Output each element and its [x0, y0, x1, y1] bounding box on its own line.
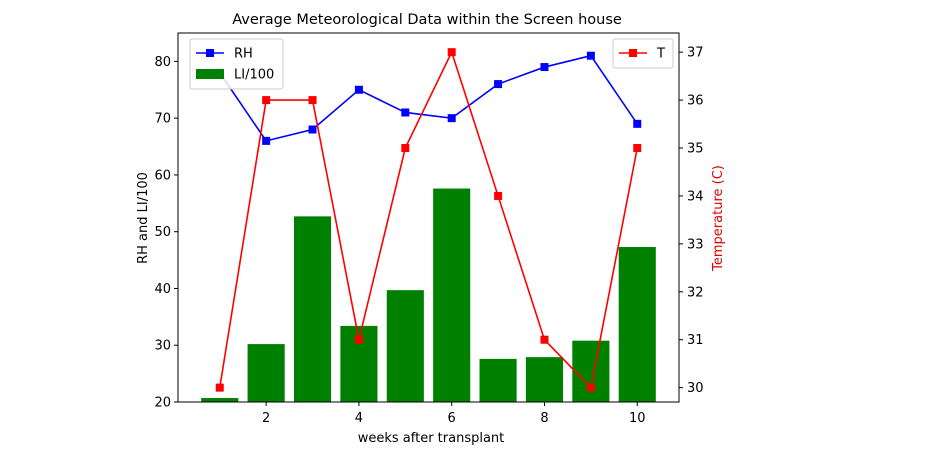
point-t-week-7 — [494, 191, 503, 200]
right-y-tick-label: 35 — [687, 142, 704, 157]
series-line-t — [218, 50, 639, 390]
x-tick-label: 8 — [540, 411, 548, 426]
legend-left-label-rh: RH — [234, 47, 253, 62]
left-y-tick-label: 30 — [154, 339, 171, 354]
bar-li100-week-10 — [618, 247, 656, 402]
right-y-tick-label: 30 — [687, 381, 704, 396]
right-y-tick-label: 34 — [687, 189, 704, 204]
bar-li100-week-2 — [247, 344, 285, 402]
left-y-tick-label: 80 — [154, 55, 171, 70]
left-y-axis-label: RH and LI/100 — [136, 172, 151, 264]
series-line-rh — [219, 54, 638, 142]
right-y-tick-label: 32 — [687, 285, 704, 300]
left-y-tick-label: 70 — [154, 112, 171, 127]
point-t-week-5 — [401, 144, 410, 153]
left-y-tick-label: 20 — [154, 396, 171, 411]
bar-li100-week-6 — [433, 188, 471, 402]
point-rh-week-5 — [401, 108, 410, 117]
legend-right-marker-t — [629, 49, 637, 57]
right-y-axis-label: Temperature (C) — [711, 165, 726, 272]
point-rh-week-2 — [262, 136, 271, 145]
point-rh-week-8 — [540, 63, 549, 72]
right-y-tick-label: 33 — [687, 237, 704, 252]
right-y-tick-label: 31 — [687, 333, 704, 348]
bar-li100-week-7 — [479, 358, 517, 402]
point-rh-week-6 — [447, 114, 456, 123]
point-t-week-10 — [633, 144, 642, 153]
x-axis-label: weeks after transplant — [358, 431, 505, 446]
bar-li100-week-8 — [525, 357, 564, 402]
legend-left-label-li-100: LI/100 — [234, 68, 274, 83]
plot-frame — [177, 32, 680, 403]
point-t-week-9 — [586, 383, 595, 392]
point-t-week-1 — [215, 383, 224, 392]
point-t-week-4 — [354, 335, 363, 344]
left-y-tick-label: 50 — [154, 225, 171, 240]
point-rh-week-7 — [494, 80, 503, 89]
left-y-tick-label: 60 — [154, 168, 171, 183]
legend-right-label-t: T — [656, 47, 665, 62]
bar-li100-week-3 — [293, 216, 332, 402]
point-t-week-8 — [540, 335, 549, 344]
point-t-week-2 — [262, 96, 271, 105]
point-t-week-6 — [447, 48, 456, 57]
point-t-week-3 — [308, 96, 317, 105]
x-tick-label: 4 — [355, 411, 363, 426]
left-y-tick-label: 40 — [154, 282, 171, 297]
right-y-tick-label: 37 — [687, 46, 704, 61]
point-rh-week-3 — [308, 125, 317, 134]
x-tick-label: 6 — [448, 411, 456, 426]
legend-left-swatch-li-100 — [196, 69, 224, 79]
legend-left-marker-rh — [206, 49, 214, 57]
bar-li100-week-9 — [572, 340, 610, 402]
point-rh-week-9 — [586, 51, 595, 60]
point-rh-week-4 — [354, 85, 363, 94]
bar-li100-week-1 — [201, 398, 239, 402]
x-tick-label: 2 — [262, 411, 270, 426]
chart-title: Average Meteorological Data within the S… — [232, 12, 622, 28]
point-rh-week-10 — [633, 119, 642, 128]
bar-li100-week-5 — [386, 290, 424, 402]
plot-area: 2 4 6 8 10 20 30 40 50 60 70 80 30 31 32 33 34 35 36 37 RH LI… — [154, 32, 704, 426]
right-y-tick-label: 36 — [687, 94, 704, 109]
x-tick-label: 10 — [629, 411, 646, 426]
